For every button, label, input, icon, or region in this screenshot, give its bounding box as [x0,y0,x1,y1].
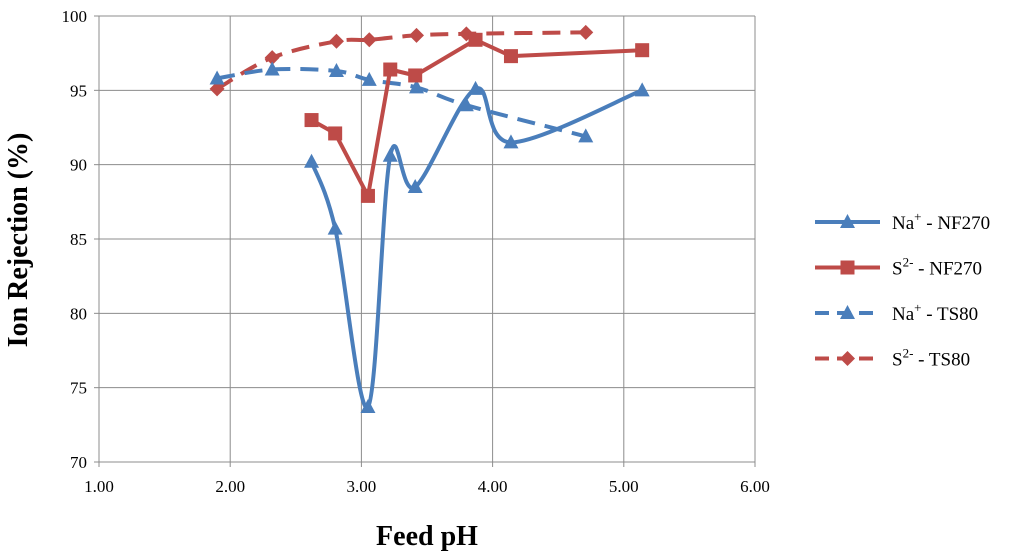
x-tick-label: 6.00 [740,477,770,496]
legend-label: S2- - NF270 [892,255,982,280]
legend-item-2: S2- - NF270 [815,255,982,280]
legend-item-4: S2- - TS80 [815,346,970,371]
data-point [458,97,474,112]
y-tick-label: 95 [70,81,87,100]
series-line [216,66,587,139]
legend-label: S2- - TS80 [892,346,970,371]
y-tick-label: 80 [70,304,87,323]
data-point [503,134,519,149]
data-point [409,27,425,43]
y-axis-title: Ion Rejection (%) [3,133,34,348]
data-point [578,24,594,40]
x-tick-label: 3.00 [347,477,377,496]
series-4 [209,24,594,97]
data-point [383,62,398,77]
gridlines [98,15,756,463]
data-point [209,70,225,85]
data-point [578,128,594,143]
data-point [328,33,344,49]
legend-label: Na+ - TS80 [892,300,978,325]
y-tick-label: 90 [70,156,87,175]
data-point [304,113,319,128]
data-point [304,153,320,168]
x-axis-title: Feed pH [376,521,478,552]
data-point [468,80,484,95]
data-point [360,188,375,203]
x-tick-label: 1.00 [84,477,114,496]
data-point [360,398,376,413]
data-point [409,79,425,94]
legend-label: Na+ - NF270 [892,209,990,234]
data-point [361,32,377,48]
legend-swatch-marker [840,305,855,319]
data-point [468,32,483,47]
x-tick-label: 5.00 [609,477,639,496]
data-point [361,71,377,86]
legend-item-1: Na+ - NF270 [815,209,990,234]
data-point [328,126,343,141]
data-point [382,147,398,162]
x-tick-label: 4.00 [478,477,508,496]
legend-item-3: Na+ - TS80 [815,300,978,325]
series-1 [304,80,650,413]
y-tick-label: 70 [70,453,87,472]
data-point [503,49,518,64]
data-point [328,63,344,78]
legend-swatch-marker [840,351,855,366]
data-point [407,178,423,193]
axes: 70 75 80 85 90 95 100 1.00 2.00 3.00 4.00 5.00 6.00 [62,7,770,496]
data-point [634,82,650,97]
legend-swatch-marker [840,214,855,228]
data-point [635,43,650,58]
series-2 [304,32,650,203]
y-tick-label: 100 [62,7,88,26]
series-group [209,24,650,413]
data-point [327,220,343,235]
data-point [408,68,423,83]
series-3 [209,61,594,143]
series-line [309,86,645,410]
data-point [209,81,225,97]
data-point [264,50,280,66]
y-tick-label: 75 [70,379,87,398]
data-point [264,61,280,76]
x-tick-label: 2.00 [215,477,245,496]
y-tick-label: 85 [70,230,87,249]
legend-swatch-marker [840,260,855,275]
legend: Na+ - NF270 S2- - NF270 Na+ - TS80 S2- - TS… [815,209,990,371]
